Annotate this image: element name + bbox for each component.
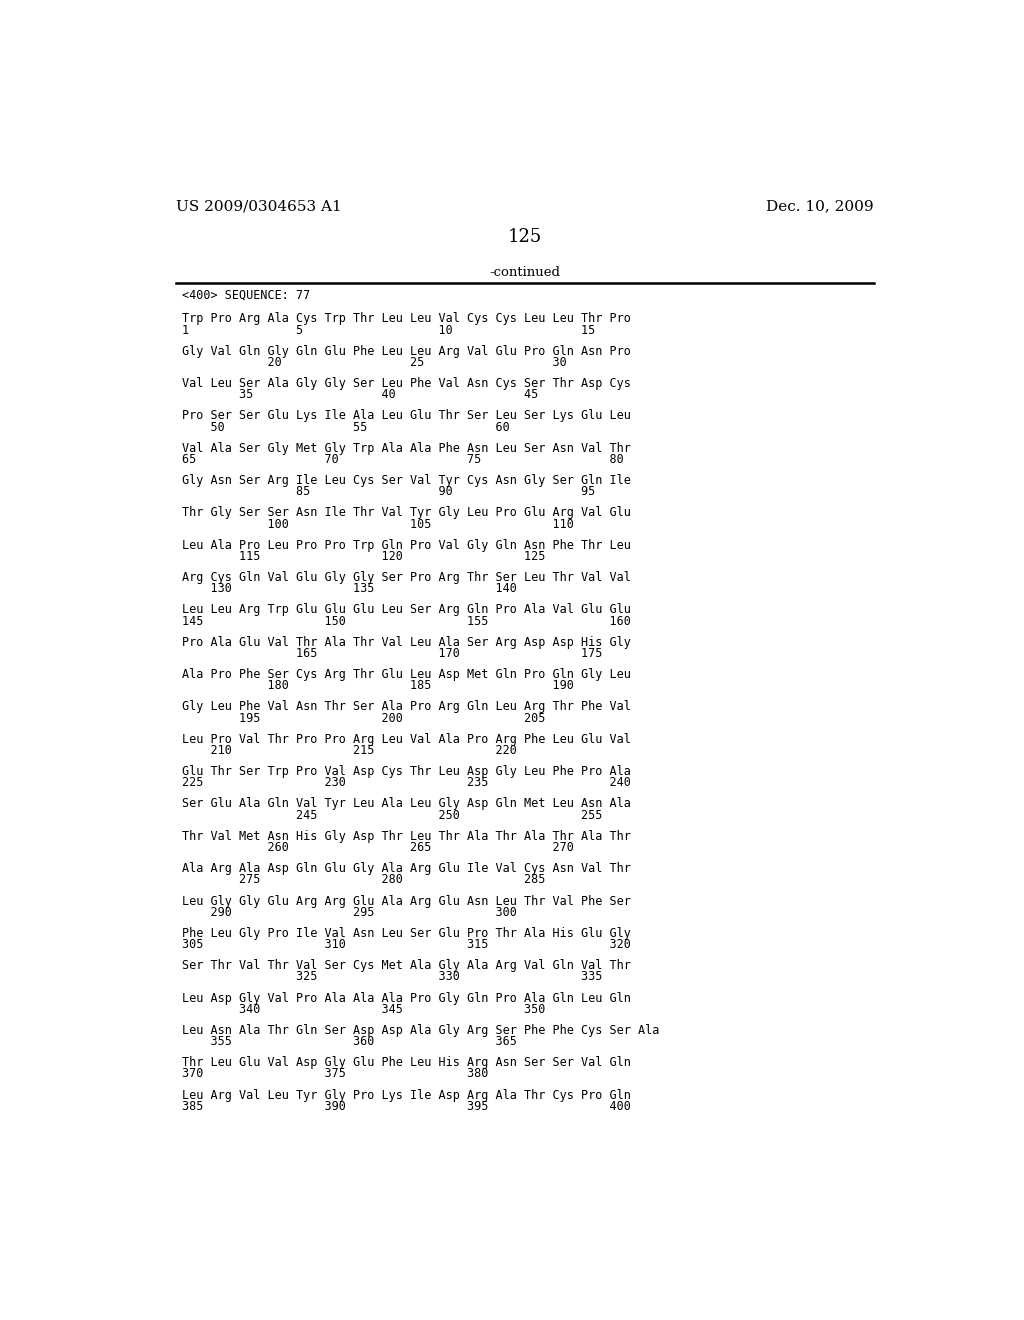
Text: 275                 280                 285: 275 280 285 bbox=[182, 874, 546, 886]
Text: 35                  40                  45: 35 40 45 bbox=[182, 388, 539, 401]
Text: Leu Ala Pro Leu Pro Pro Trp Gln Pro Val Gly Gln Asn Phe Thr Leu: Leu Ala Pro Leu Pro Pro Trp Gln Pro Val … bbox=[182, 539, 631, 552]
Text: 145                 150                 155                 160: 145 150 155 160 bbox=[182, 615, 631, 627]
Text: 340                 345                 350: 340 345 350 bbox=[182, 1003, 546, 1015]
Text: Leu Pro Val Thr Pro Pro Arg Leu Val Ala Pro Arg Phe Leu Glu Val: Leu Pro Val Thr Pro Pro Arg Leu Val Ala … bbox=[182, 733, 631, 746]
Text: 260                 265                 270: 260 265 270 bbox=[182, 841, 574, 854]
Text: Leu Arg Val Leu Tyr Gly Pro Lys Ile Asp Arg Ala Thr Cys Pro Gln: Leu Arg Val Leu Tyr Gly Pro Lys Ile Asp … bbox=[182, 1089, 631, 1102]
Text: Pro Ser Ser Glu Lys Ile Ala Leu Glu Thr Ser Leu Ser Lys Glu Leu: Pro Ser Ser Glu Lys Ile Ala Leu Glu Thr … bbox=[182, 409, 631, 422]
Text: 180                 185                 190: 180 185 190 bbox=[182, 680, 574, 692]
Text: 20                  25                  30: 20 25 30 bbox=[182, 356, 567, 368]
Text: 130                 135                 140: 130 135 140 bbox=[182, 582, 517, 595]
Text: Ser Glu Ala Gln Val Tyr Leu Ala Leu Gly Asp Gln Met Leu Asn Ala: Ser Glu Ala Gln Val Tyr Leu Ala Leu Gly … bbox=[182, 797, 631, 810]
Text: 245                 250                 255: 245 250 255 bbox=[182, 809, 603, 821]
Text: -continued: -continued bbox=[489, 265, 560, 279]
Text: 125: 125 bbox=[508, 228, 542, 246]
Text: Phe Leu Gly Pro Ile Val Asn Leu Ser Glu Pro Thr Ala His Glu Gly: Phe Leu Gly Pro Ile Val Asn Leu Ser Glu … bbox=[182, 927, 631, 940]
Text: 165                 170                 175: 165 170 175 bbox=[182, 647, 603, 660]
Text: Thr Leu Glu Val Asp Gly Glu Phe Leu His Arg Asn Ser Ser Val Gln: Thr Leu Glu Val Asp Gly Glu Phe Leu His … bbox=[182, 1056, 631, 1069]
Text: Leu Leu Arg Trp Glu Glu Glu Leu Ser Arg Gln Pro Ala Val Glu Glu: Leu Leu Arg Trp Glu Glu Glu Leu Ser Arg … bbox=[182, 603, 631, 616]
Text: 305                 310                 315                 320: 305 310 315 320 bbox=[182, 939, 631, 950]
Text: 100                 105                 110: 100 105 110 bbox=[182, 517, 574, 531]
Text: Glu Thr Ser Trp Pro Val Asp Cys Thr Leu Asp Gly Leu Phe Pro Ala: Glu Thr Ser Trp Pro Val Asp Cys Thr Leu … bbox=[182, 766, 631, 779]
Text: 85                  90                  95: 85 90 95 bbox=[182, 486, 596, 498]
Text: 370                 375                 380: 370 375 380 bbox=[182, 1068, 488, 1080]
Text: Gly Val Gln Gly Gln Glu Phe Leu Leu Arg Val Glu Pro Gln Asn Pro: Gly Val Gln Gly Gln Glu Phe Leu Leu Arg … bbox=[182, 345, 631, 358]
Text: Val Leu Ser Ala Gly Gly Ser Leu Phe Val Asn Cys Ser Thr Asp Cys: Val Leu Ser Ala Gly Gly Ser Leu Phe Val … bbox=[182, 378, 631, 391]
Text: US 2009/0304653 A1: US 2009/0304653 A1 bbox=[176, 199, 342, 213]
Text: Ala Arg Ala Asp Gln Glu Gly Ala Arg Glu Ile Val Cys Asn Val Thr: Ala Arg Ala Asp Gln Glu Gly Ala Arg Glu … bbox=[182, 862, 631, 875]
Text: Val Ala Ser Gly Met Gly Trp Ala Ala Phe Asn Leu Ser Asn Val Thr: Val Ala Ser Gly Met Gly Trp Ala Ala Phe … bbox=[182, 442, 631, 455]
Text: Dec. 10, 2009: Dec. 10, 2009 bbox=[766, 199, 873, 213]
Text: <400> SEQUENCE: 77: <400> SEQUENCE: 77 bbox=[182, 289, 310, 302]
Text: Trp Pro Arg Ala Cys Trp Thr Leu Leu Val Cys Cys Leu Leu Thr Pro: Trp Pro Arg Ala Cys Trp Thr Leu Leu Val … bbox=[182, 313, 631, 326]
Text: Arg Cys Gln Val Glu Gly Gly Ser Pro Arg Thr Ser Leu Thr Val Val: Arg Cys Gln Val Glu Gly Gly Ser Pro Arg … bbox=[182, 572, 631, 585]
Text: 325                 330                 335: 325 330 335 bbox=[182, 970, 603, 983]
Text: 210                 215                 220: 210 215 220 bbox=[182, 744, 517, 756]
Text: Leu Asp Gly Val Pro Ala Ala Ala Pro Gly Gln Pro Ala Gln Leu Gln: Leu Asp Gly Val Pro Ala Ala Ala Pro Gly … bbox=[182, 991, 631, 1005]
Text: 115                 120                 125: 115 120 125 bbox=[182, 550, 546, 562]
Text: Gly Leu Phe Val Asn Thr Ser Ala Pro Arg Gln Leu Arg Thr Phe Val: Gly Leu Phe Val Asn Thr Ser Ala Pro Arg … bbox=[182, 701, 631, 714]
Text: 65                  70                  75                  80: 65 70 75 80 bbox=[182, 453, 624, 466]
Text: 355                 360                 365: 355 360 365 bbox=[182, 1035, 517, 1048]
Text: 225                 230                 235                 240: 225 230 235 240 bbox=[182, 776, 631, 789]
Text: Pro Ala Glu Val Thr Ala Thr Val Leu Ala Ser Arg Asp Asp His Gly: Pro Ala Glu Val Thr Ala Thr Val Leu Ala … bbox=[182, 636, 631, 649]
Text: 50                  55                  60: 50 55 60 bbox=[182, 421, 510, 433]
Text: Gly Asn Ser Arg Ile Leu Cys Ser Val Tyr Cys Asn Gly Ser Gln Ile: Gly Asn Ser Arg Ile Leu Cys Ser Val Tyr … bbox=[182, 474, 631, 487]
Text: Thr Val Met Asn His Gly Asp Thr Leu Thr Ala Thr Ala Thr Ala Thr: Thr Val Met Asn His Gly Asp Thr Leu Thr … bbox=[182, 830, 631, 843]
Text: Thr Gly Ser Ser Asn Ile Thr Val Tyr Gly Leu Pro Glu Arg Val Glu: Thr Gly Ser Ser Asn Ile Thr Val Tyr Gly … bbox=[182, 507, 631, 520]
Text: 1               5                   10                  15: 1 5 10 15 bbox=[182, 323, 596, 337]
Text: Leu Asn Ala Thr Gln Ser Asp Asp Ala Gly Arg Ser Phe Phe Cys Ser Ala: Leu Asn Ala Thr Gln Ser Asp Asp Ala Gly … bbox=[182, 1024, 659, 1038]
Text: Ser Thr Val Thr Val Ser Cys Met Ala Gly Ala Arg Val Gln Val Thr: Ser Thr Val Thr Val Ser Cys Met Ala Gly … bbox=[182, 960, 631, 973]
Text: Leu Gly Gly Glu Arg Arg Glu Ala Arg Glu Asn Leu Thr Val Phe Ser: Leu Gly Gly Glu Arg Arg Glu Ala Arg Glu … bbox=[182, 895, 631, 908]
Text: 195                 200                 205: 195 200 205 bbox=[182, 711, 546, 725]
Text: Ala Pro Phe Ser Cys Arg Thr Glu Leu Asp Met Gln Pro Gln Gly Leu: Ala Pro Phe Ser Cys Arg Thr Glu Leu Asp … bbox=[182, 668, 631, 681]
Text: 385                 390                 395                 400: 385 390 395 400 bbox=[182, 1100, 631, 1113]
Text: 290                 295                 300: 290 295 300 bbox=[182, 906, 517, 919]
